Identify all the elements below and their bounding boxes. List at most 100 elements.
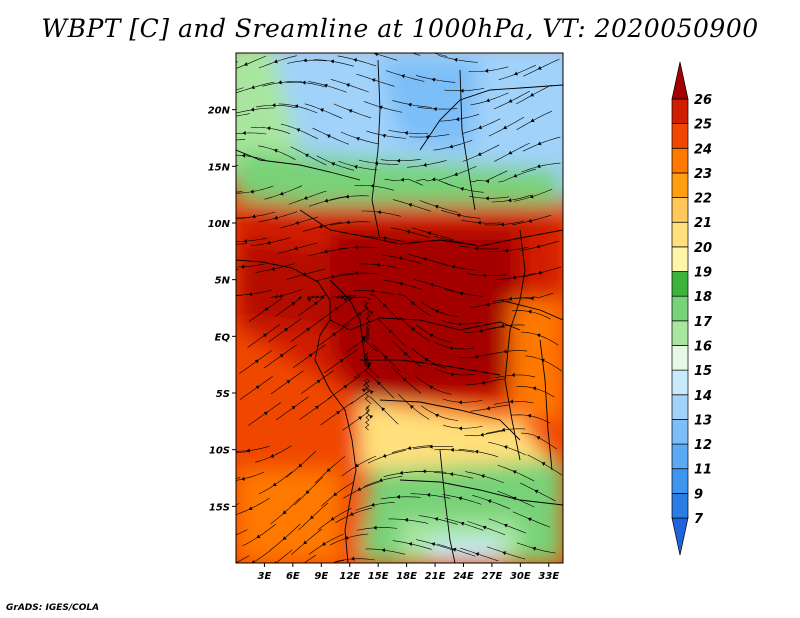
colorbar-label: 14 [694, 389, 712, 404]
streamline-arrow [456, 213, 461, 218]
streamline [485, 428, 526, 434]
streamline-arrow [431, 542, 436, 547]
border-line [504, 229, 526, 461]
streamline [320, 482, 354, 507]
streamline [342, 406, 370, 431]
streamline-arrow [435, 309, 439, 314]
streamline-arrow [514, 71, 518, 76]
streamline-arrow [373, 525, 377, 530]
streamline-arrow [457, 322, 462, 327]
streamline-arrow [215, 267, 219, 271]
streamline [458, 245, 499, 250]
streamline [369, 396, 399, 425]
colorbar-label: 15 [694, 364, 712, 379]
border-line [371, 59, 381, 241]
streamline-arrow [366, 364, 371, 368]
streamline-arrow [241, 476, 245, 481]
streamline-arrow [431, 77, 436, 82]
streamline [288, 190, 327, 205]
streamline [262, 81, 303, 87]
border-line [539, 339, 553, 471]
streamline-arrow [434, 204, 439, 209]
streamline-arrow [503, 523, 508, 528]
streamline-arrow [241, 153, 246, 158]
lon-tick-label: 6E [286, 571, 300, 582]
streamline-arrow [530, 118, 535, 122]
streamline-arrow [377, 381, 381, 386]
streamline-arrow [482, 525, 487, 530]
streamline-arrow [295, 220, 300, 225]
lon-tick-label: 12E [339, 571, 360, 582]
streamline-arrow [511, 372, 515, 377]
latitude-axis: 20N 15N 10N 5N EQ 5S 10S 15S [208, 106, 236, 513]
streamline [365, 326, 378, 353]
lon-tick-label: 21E [425, 571, 446, 582]
streamline [250, 237, 291, 247]
streamline-arrow [474, 246, 479, 251]
streamline-arrow [273, 59, 278, 64]
streamline-arrow [501, 427, 506, 432]
streamline [444, 518, 484, 531]
colorbar-label: 17 [694, 315, 713, 330]
border-line [439, 449, 456, 563]
streamline [338, 246, 379, 250]
streamline [519, 482, 556, 502]
colorbar-label: 26 [694, 93, 712, 108]
streamline-arrow [272, 482, 277, 486]
streamline-arrow [282, 536, 287, 540]
streamline [331, 560, 345, 563]
streamline-arrow [326, 134, 331, 139]
colorbar-swatch [671, 172, 689, 198]
streamline-arrow [228, 563, 232, 567]
streamline-arrow [369, 415, 374, 419]
streamline [521, 162, 561, 173]
streamline [263, 344, 297, 369]
streamline [258, 55, 297, 69]
streamline-arrow [324, 198, 329, 203]
streamline [470, 170, 508, 183]
colorbar-label: 11 [694, 463, 712, 478]
colorbar-label: 25 [694, 118, 712, 133]
streamline-arrow [243, 62, 248, 66]
streamline [268, 318, 302, 343]
streamline-arrow [536, 164, 541, 169]
streamline [292, 344, 326, 368]
streamline [391, 366, 422, 394]
streamline [470, 300, 510, 308]
streamline-arrow [308, 353, 313, 358]
colorbar-swatch [671, 419, 689, 445]
streamline [441, 210, 481, 219]
streamline-arrow [402, 377, 407, 382]
streamline [255, 445, 292, 463]
streamline-arrow [354, 245, 358, 250]
streamline-arrow [530, 296, 534, 301]
streamline [340, 131, 380, 145]
streamline-arrow [370, 502, 375, 507]
streamline [316, 323, 350, 348]
streamline [410, 493, 451, 499]
streamline-arrow [477, 220, 481, 225]
streamline-arrow [278, 80, 282, 85]
streamline [523, 58, 560, 77]
streamline [286, 268, 326, 280]
streamline [330, 79, 369, 93]
streamline [239, 376, 273, 400]
streamline-arrow [279, 191, 284, 196]
streamline-arrow [377, 210, 381, 215]
streamline [465, 378, 505, 386]
streamline-arrow [255, 385, 260, 390]
streamline [462, 326, 503, 333]
streamline-arrow [474, 449, 479, 454]
streamline [365, 370, 395, 399]
streamline [407, 253, 447, 265]
streamline-arrow [218, 189, 222, 193]
streamline-arrow [527, 309, 532, 314]
streamline [236, 107, 275, 114]
streamline [433, 53, 448, 57]
streamline-arrow [508, 296, 513, 301]
streamline-arrow [266, 126, 271, 131]
streamline-arrow [367, 362, 372, 366]
streamline-arrow [332, 333, 336, 337]
streamline [439, 114, 480, 122]
streamline-arrow [243, 239, 248, 244]
